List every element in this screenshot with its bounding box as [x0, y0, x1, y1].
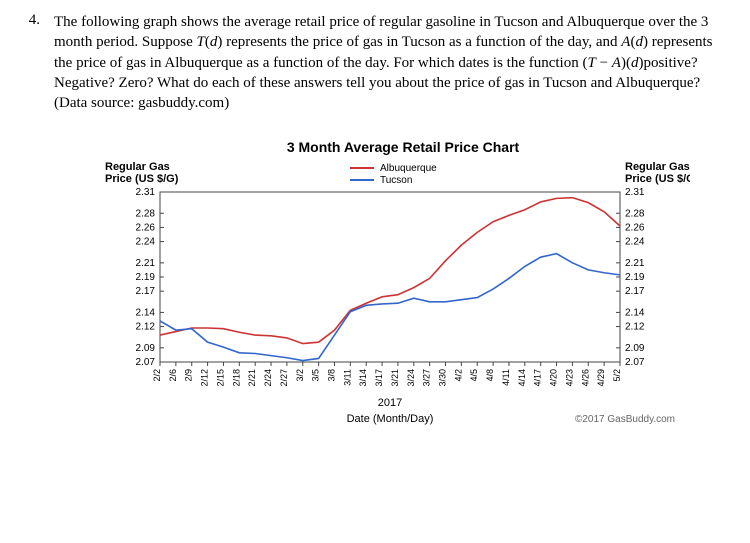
- svg-text:2.19: 2.19: [136, 272, 156, 283]
- svg-text:4/14: 4/14: [517, 369, 527, 387]
- svg-text:2/9: 2/9: [184, 369, 194, 382]
- svg-text:2.12: 2.12: [136, 322, 156, 333]
- svg-text:3/30: 3/30: [438, 369, 448, 387]
- svg-text:2.09: 2.09: [625, 343, 645, 354]
- price-chart: Regular GasPrice (US $/G)Regular GasPric…: [90, 157, 690, 457]
- svg-text:2.21: 2.21: [136, 258, 156, 269]
- svg-text:2.31: 2.31: [625, 187, 645, 198]
- svg-text:2/12: 2/12: [200, 369, 210, 387]
- svg-text:4/17: 4/17: [533, 369, 543, 387]
- svg-text:Tucson: Tucson: [380, 175, 412, 186]
- svg-text:4/2: 4/2: [453, 369, 463, 382]
- svg-text:Date (Month/Day): Date (Month/Day): [347, 413, 434, 425]
- svg-text:2.28: 2.28: [625, 209, 645, 220]
- svg-text:2/6: 2/6: [168, 369, 178, 382]
- svg-text:Regular Gas: Regular Gas: [105, 161, 170, 173]
- svg-text:3/17: 3/17: [374, 369, 384, 387]
- svg-text:2/18: 2/18: [231, 369, 241, 387]
- svg-text:3/27: 3/27: [422, 369, 432, 387]
- question-number: 4.: [18, 12, 40, 113]
- svg-text:2.07: 2.07: [625, 357, 645, 368]
- chart-container: 3 Month Average Retail Price Chart Regul…: [90, 139, 716, 457]
- svg-text:3/24: 3/24: [406, 369, 416, 387]
- svg-text:©2017 GasBuddy.com: ©2017 GasBuddy.com: [575, 414, 675, 425]
- chart-title: 3 Month Average Retail Price Chart: [90, 139, 716, 155]
- svg-text:5/2: 5/2: [612, 369, 622, 382]
- svg-text:2.26: 2.26: [625, 223, 645, 234]
- svg-text:3/14: 3/14: [358, 369, 368, 387]
- svg-text:2.26: 2.26: [136, 223, 156, 234]
- svg-text:4/26: 4/26: [580, 369, 590, 387]
- svg-text:3/21: 3/21: [390, 369, 400, 387]
- svg-text:Price (US $/G): Price (US $/G): [105, 173, 179, 185]
- svg-text:2.24: 2.24: [136, 237, 156, 248]
- svg-text:Regular Gas: Regular Gas: [625, 161, 690, 173]
- svg-text:2017: 2017: [378, 397, 402, 409]
- svg-text:3/8: 3/8: [326, 369, 336, 382]
- svg-text:2.14: 2.14: [625, 308, 645, 319]
- svg-text:2.14: 2.14: [136, 308, 156, 319]
- question-text: The following graph shows the average re…: [54, 12, 716, 113]
- svg-text:3/11: 3/11: [342, 369, 352, 386]
- svg-text:2.09: 2.09: [136, 343, 156, 354]
- svg-text:2/24: 2/24: [263, 369, 273, 387]
- svg-text:2/2: 2/2: [152, 369, 162, 382]
- svg-text:2.07: 2.07: [136, 357, 156, 368]
- svg-text:2.17: 2.17: [136, 286, 156, 297]
- svg-text:2.17: 2.17: [625, 286, 645, 297]
- svg-text:4/20: 4/20: [549, 369, 559, 387]
- svg-text:3/5: 3/5: [311, 369, 321, 382]
- svg-text:2/15: 2/15: [215, 369, 225, 387]
- svg-text:2.24: 2.24: [625, 237, 645, 248]
- svg-text:Price (US $/G): Price (US $/G): [625, 173, 690, 185]
- svg-text:3/2: 3/2: [295, 369, 305, 382]
- svg-text:2/27: 2/27: [279, 369, 289, 387]
- svg-text:2.12: 2.12: [625, 322, 645, 333]
- svg-text:4/23: 4/23: [564, 369, 574, 387]
- svg-text:4/11: 4/11: [501, 369, 511, 386]
- svg-text:2.28: 2.28: [136, 209, 156, 220]
- svg-text:4/8: 4/8: [485, 369, 495, 382]
- svg-text:4/5: 4/5: [469, 369, 479, 382]
- svg-text:Albuquerque: Albuquerque: [380, 163, 437, 174]
- svg-text:2.19: 2.19: [625, 272, 645, 283]
- svg-text:4/29: 4/29: [596, 369, 606, 387]
- svg-text:2/21: 2/21: [247, 369, 257, 387]
- svg-text:2.31: 2.31: [136, 187, 156, 198]
- svg-text:2.21: 2.21: [625, 258, 645, 269]
